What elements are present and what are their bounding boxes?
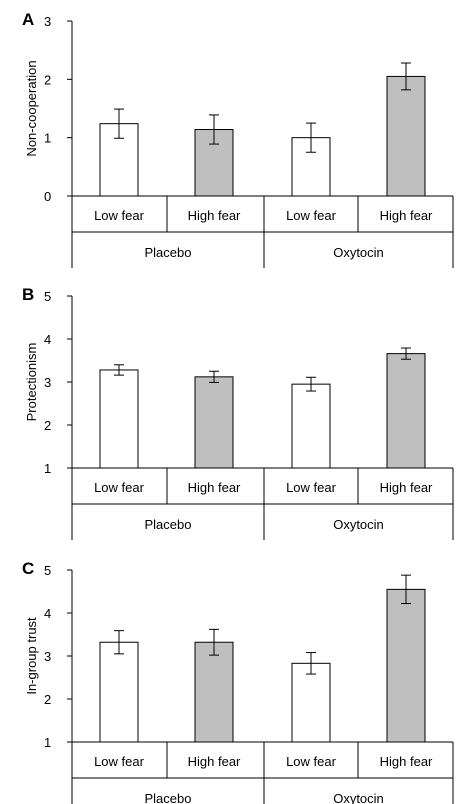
category-label: High fear: [188, 754, 241, 769]
panel-letter: C: [22, 559, 34, 578]
category-label: Low fear: [286, 754, 337, 769]
y-tick-label: 2: [44, 418, 51, 433]
y-axis-label: In-group trust: [24, 617, 39, 695]
y-tick-label: 5: [44, 289, 51, 304]
category-label: Low fear: [286, 208, 337, 223]
y-tick-label: 0: [44, 189, 51, 204]
category-label: High fear: [380, 480, 433, 495]
y-tick-label: 2: [44, 72, 51, 87]
category-label: Low fear: [94, 754, 145, 769]
category-label: Low fear: [94, 208, 145, 223]
bar: [99, 369, 139, 469]
bar: [99, 641, 139, 743]
group-label: Oxytocin: [333, 245, 384, 260]
group-label: Oxytocin: [333, 517, 384, 532]
panel-letter: A: [22, 10, 34, 29]
category-label: High fear: [188, 480, 241, 495]
bar: [386, 353, 426, 469]
group-label: Oxytocin: [333, 791, 384, 804]
y-tick-label: 3: [44, 14, 51, 29]
y-tick-label: 3: [44, 375, 51, 390]
category-label: High fear: [188, 208, 241, 223]
bar: [291, 662, 331, 743]
y-axis-label: Non-cooperation: [24, 60, 39, 156]
bar: [194, 641, 234, 743]
bar: [194, 376, 234, 469]
category-label: Low fear: [286, 480, 337, 495]
y-tick-label: 1: [44, 461, 51, 476]
bar: [291, 383, 331, 469]
category-label: High fear: [380, 208, 433, 223]
y-tick-label: 2: [44, 692, 51, 707]
y-tick-label: 4: [44, 332, 51, 347]
group-label: Placebo: [145, 517, 192, 532]
bar: [386, 75, 426, 197]
category-label: Low fear: [94, 480, 145, 495]
y-tick-label: 5: [44, 563, 51, 578]
y-tick-label: 1: [44, 735, 51, 750]
bar: [386, 588, 426, 743]
y-tick-label: 1: [44, 131, 51, 146]
panel-letter: B: [22, 285, 34, 304]
group-label: Placebo: [145, 791, 192, 804]
y-tick-label: 4: [44, 606, 51, 621]
y-axis-label: Protectionism: [24, 343, 39, 422]
category-label: High fear: [380, 754, 433, 769]
group-label: Placebo: [145, 245, 192, 260]
y-tick-label: 3: [44, 649, 51, 664]
